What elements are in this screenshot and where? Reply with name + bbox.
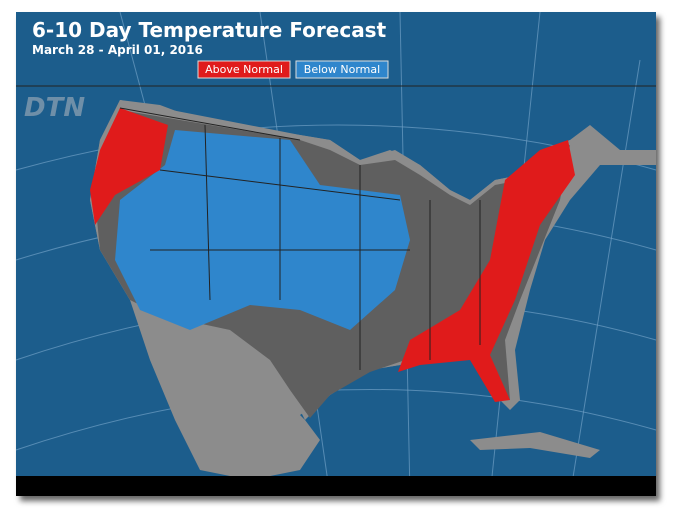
legend-swatch [295,60,389,79]
legend-swatch [197,60,291,79]
legend-label: Above Normal [205,63,283,76]
legend: Above Normal Below Normal [197,60,389,79]
above-normal-region [398,140,575,402]
bottom-bar [16,476,656,496]
borders [16,85,656,370]
map-title: 6-10 Day Temperature Forecast [32,18,387,42]
below-normal-region [115,130,410,330]
above-normal-region [90,108,168,225]
legend-label: Below Normal [304,63,380,76]
map-subtitle: March 28 - April 01, 2016 [32,43,203,57]
logo: DTN [24,93,85,123]
